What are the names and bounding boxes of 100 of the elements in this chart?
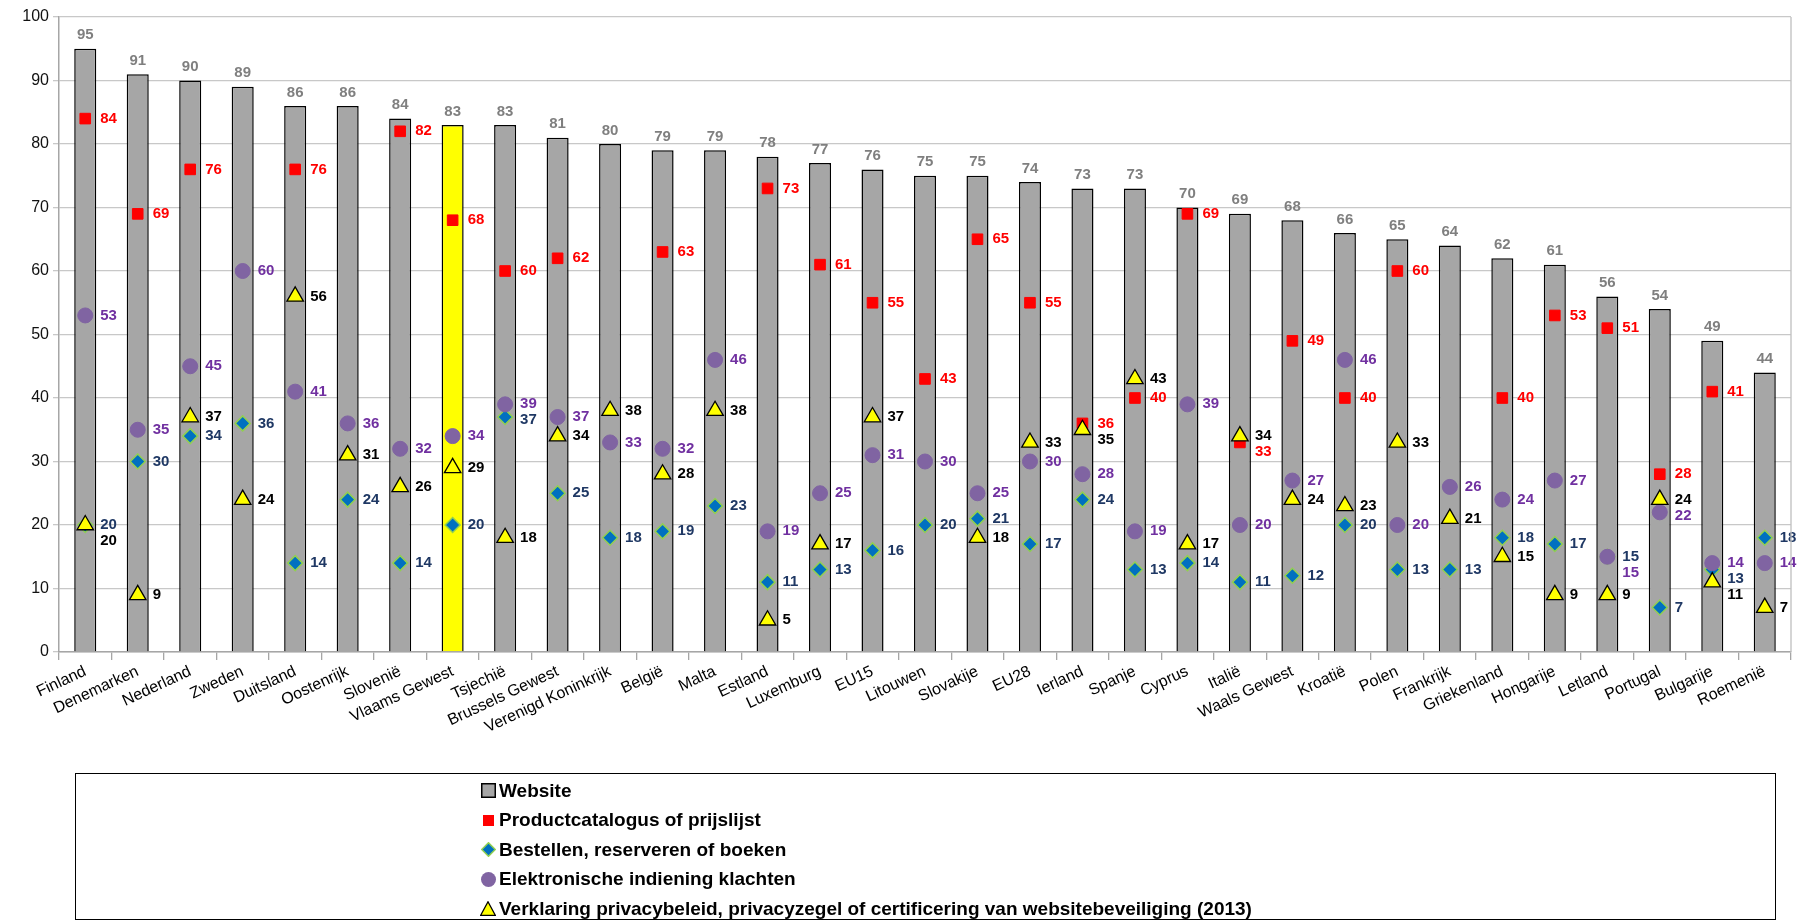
x-tick-label: Cyprus — [1137, 662, 1191, 699]
data-label: 20 — [1254, 515, 1272, 533]
data-label: 12 — [1307, 565, 1325, 583]
data-label: 20 — [100, 531, 117, 549]
data-label: 43 — [940, 369, 957, 387]
data-label: 35 — [1097, 429, 1115, 447]
data-label: 25 — [572, 483, 590, 501]
point — [289, 163, 301, 176]
data-label: 13 — [1149, 559, 1167, 577]
data-label: 15 — [1622, 546, 1639, 564]
point — [286, 554, 304, 572]
point — [1339, 392, 1351, 404]
point — [1284, 472, 1301, 489]
data-label: 64 — [1441, 222, 1459, 240]
data-label: 19 — [782, 521, 800, 539]
data-label: 20 — [467, 515, 485, 533]
data-label: 27 — [1569, 470, 1587, 488]
data-label: 37 — [520, 410, 537, 428]
data-label: 15 — [1517, 546, 1535, 564]
data-label: 31 — [362, 445, 380, 463]
data-label: 14 — [1202, 553, 1220, 571]
point — [969, 485, 986, 502]
data-label: 13 — [1412, 559, 1430, 577]
data-label: 28 — [1097, 464, 1115, 482]
point — [131, 208, 144, 220]
point — [129, 453, 146, 470]
y-tick-label: 80 — [31, 134, 50, 152]
legend-label: Bestellen, reserveren of boeken — [499, 838, 787, 861]
data-label: 27 — [1307, 470, 1325, 488]
data-label: 63 — [677, 242, 695, 260]
point — [1284, 567, 1301, 585]
data-label: 53 — [100, 305, 117, 323]
data-label: 24 — [1307, 489, 1325, 507]
data-label: 18 — [1779, 527, 1797, 545]
data-label: 76 — [310, 159, 327, 177]
point — [654, 440, 671, 457]
data-label: 34 — [467, 426, 485, 444]
data-label: 79 — [654, 126, 671, 144]
y-tick-label: 50 — [31, 324, 50, 342]
data-label: 74 — [1021, 158, 1039, 176]
point — [1231, 517, 1248, 533]
point — [602, 434, 619, 451]
data-label: 30 — [152, 451, 170, 469]
point — [656, 246, 669, 258]
data-label: 44 — [1756, 349, 1774, 367]
data-label: 61 — [1546, 241, 1564, 259]
data-label: 36 — [257, 413, 275, 431]
data-label: 70 — [1179, 184, 1196, 202]
point — [234, 415, 251, 432]
point — [654, 523, 671, 540]
data-label: 18 — [992, 527, 1010, 545]
point — [1496, 392, 1509, 404]
data-label: 5 — [782, 610, 791, 628]
point — [184, 163, 197, 176]
point — [1074, 491, 1091, 508]
data-label: 33 — [1044, 432, 1062, 450]
point — [759, 523, 776, 540]
data-label: 34 — [1254, 426, 1273, 444]
data-label: 36 — [1097, 413, 1115, 431]
data-label: 41 — [1727, 381, 1744, 399]
point — [1179, 396, 1196, 413]
data-label: 13 — [1727, 569, 1744, 587]
data-label: 29 — [467, 457, 485, 475]
point — [1706, 385, 1719, 398]
x-tick-label: Spanje — [1085, 661, 1139, 699]
data-label: 83 — [496, 101, 514, 119]
point — [864, 447, 881, 464]
point — [1231, 573, 1249, 591]
data-label: 26 — [415, 477, 432, 495]
data-label: 73 — [1074, 165, 1091, 183]
data-label: 35 — [152, 419, 170, 437]
data-label: 76 — [864, 146, 881, 164]
data-label: 19 — [1149, 521, 1167, 539]
point — [1286, 335, 1299, 347]
data-label: 37 — [205, 407, 222, 425]
point — [339, 491, 356, 508]
data-label: 90 — [181, 57, 199, 75]
point — [446, 214, 459, 226]
point — [1756, 529, 1774, 546]
point — [866, 296, 879, 309]
data-label: 49 — [1703, 317, 1721, 335]
point — [1179, 554, 1196, 572]
point — [864, 542, 881, 559]
x-tick-label: België — [618, 661, 666, 697]
data-label: 20 — [1412, 515, 1430, 533]
point — [391, 554, 409, 572]
data-label: 13 — [835, 559, 852, 577]
point — [706, 497, 724, 515]
data-label: 11 — [1254, 572, 1271, 590]
point — [394, 125, 406, 138]
y-tick-label: 40 — [31, 388, 50, 406]
data-label: 33 — [1412, 432, 1430, 450]
point — [971, 233, 984, 246]
data-label: 24 — [1517, 489, 1535, 507]
point — [1546, 535, 1564, 553]
data-label: 18 — [625, 527, 642, 545]
point — [1601, 322, 1614, 334]
data-label: 49 — [1307, 330, 1325, 348]
data-label: 9 — [152, 584, 162, 602]
data-label: 20 — [1359, 515, 1377, 533]
